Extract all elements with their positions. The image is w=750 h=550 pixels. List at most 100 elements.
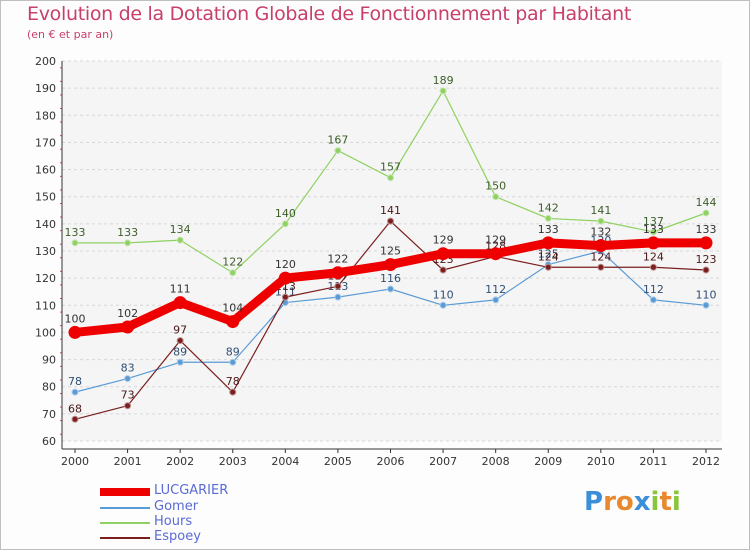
data-point-gomer — [334, 293, 342, 301]
data-label-lucgarier: 100 — [65, 312, 86, 325]
x-tick-label: 2001 — [114, 455, 142, 468]
data-label-lucgarier: 111 — [170, 283, 191, 296]
data-point-espoey — [334, 282, 342, 290]
legend-swatch-hours — [100, 522, 150, 524]
data-point-lucgarier — [384, 258, 397, 272]
y-tick-label: 110 — [35, 299, 56, 312]
data-label-hours: 142 — [538, 201, 559, 214]
y-tick-label: 80 — [42, 381, 56, 394]
data-point-espoey — [124, 402, 132, 410]
data-point-espoey — [176, 337, 184, 345]
data-point-hours — [334, 147, 342, 155]
legend-swatch-lucgarier — [100, 488, 150, 496]
x-tick-label: 2004 — [271, 455, 299, 468]
data-point-lucgarier — [594, 239, 608, 253]
data-label-espoey: 141 — [380, 204, 401, 217]
data-label-espoey: 97 — [173, 324, 187, 337]
data-label-gomer: 110 — [696, 288, 717, 301]
y-tick-label: 130 — [35, 245, 56, 258]
data-label-hours: 141 — [590, 204, 611, 217]
data-point-espoey — [387, 217, 394, 225]
data-point-gomer — [387, 285, 394, 293]
x-tick-label: 2008 — [482, 455, 510, 468]
data-point-hours — [71, 239, 79, 247]
data-label-hours: 140 — [275, 207, 296, 220]
logo-letter: x — [633, 487, 651, 517]
y-tick-label: 170 — [35, 136, 56, 149]
data-label-espoey: 124 — [590, 250, 611, 263]
data-label-hours: 150 — [485, 180, 506, 193]
y-tick-label: 90 — [42, 354, 56, 367]
data-label-lucgarier: 102 — [117, 307, 138, 320]
x-tick-label: 2007 — [429, 455, 457, 468]
data-point-lucgarier — [121, 320, 135, 334]
data-point-lucgarier — [331, 266, 345, 280]
logo-letter: r — [603, 487, 616, 517]
data-point-lucgarier — [278, 271, 292, 285]
data-point-espoey — [649, 263, 657, 271]
data-point-espoey — [439, 266, 447, 274]
data-point-hours — [387, 174, 394, 182]
data-point-hours — [702, 209, 710, 217]
data-point-gomer — [229, 358, 237, 366]
y-tick-label: 160 — [35, 164, 56, 177]
data-label-espoey: 124 — [643, 250, 664, 263]
data-label-hours: 157 — [380, 161, 401, 174]
y-tick-label: 100 — [35, 326, 56, 339]
data-point-gomer — [649, 296, 657, 304]
data-label-hours: 133 — [65, 226, 86, 239]
logo-letter: t — [659, 487, 672, 517]
data-point-lucgarier — [646, 236, 660, 250]
data-point-lucgarier — [226, 315, 240, 329]
data-label-gomer: 112 — [643, 283, 664, 296]
data-label-lucgarier: 132 — [590, 226, 611, 239]
data-point-lucgarier — [489, 247, 503, 261]
data-point-espoey — [702, 266, 710, 274]
chart-subtitle: (en € et par an) — [27, 28, 114, 41]
data-label-hours: 144 — [696, 196, 717, 209]
x-tick-label: 2002 — [166, 455, 194, 468]
data-point-hours — [492, 193, 500, 201]
data-label-hours: 122 — [222, 256, 243, 269]
data-label-gomer: 125 — [538, 248, 559, 261]
data-label-gomer: 78 — [68, 375, 82, 388]
x-tick-label: 2012 — [692, 455, 720, 468]
y-tick-label: 70 — [42, 408, 56, 421]
logo-letter: P — [584, 487, 604, 517]
data-point-espoey — [281, 293, 289, 301]
data-label-hours: 137 — [643, 215, 664, 228]
data-point-gomer — [702, 301, 710, 309]
data-label-gomer: 116 — [380, 272, 401, 285]
legend-swatch-espoey — [100, 537, 150, 539]
y-tick-label: 60 — [42, 435, 56, 448]
data-point-espoey — [71, 415, 79, 423]
data-label-hours: 189 — [433, 74, 454, 87]
x-tick-label: 2010 — [587, 455, 615, 468]
data-point-gomer — [492, 296, 500, 304]
logo-letter: i — [650, 487, 660, 517]
x-tick-label: 2005 — [324, 455, 352, 468]
chart-title: Evolution de la Dotation Globale de Fonc… — [27, 3, 632, 25]
data-point-lucgarier — [541, 236, 555, 250]
data-label-gomer: 110 — [433, 288, 454, 301]
data-label-lucgarier: 133 — [538, 223, 559, 236]
data-label-espoey: 123 — [696, 253, 717, 266]
data-point-lucgarier — [68, 325, 82, 339]
data-point-espoey — [597, 263, 605, 271]
data-label-espoey: 124 — [538, 250, 559, 263]
legend-label-espoey: Espoey — [154, 529, 201, 544]
data-label-lucgarier: 104 — [222, 302, 243, 315]
legend-label-gomer: Gomer — [154, 499, 199, 514]
data-point-espoey — [544, 263, 552, 271]
data-point-gomer — [176, 358, 184, 366]
data-point-gomer — [71, 388, 79, 396]
y-tick-label: 180 — [35, 109, 56, 122]
x-tick-label: 2009 — [534, 455, 562, 468]
data-point-gomer — [124, 375, 132, 383]
data-label-gomer: 89 — [226, 345, 240, 358]
logo-letter: i — [671, 487, 681, 517]
data-point-espoey — [229, 388, 237, 396]
y-tick-label: 120 — [35, 272, 56, 285]
x-tick-label: 2000 — [61, 455, 89, 468]
